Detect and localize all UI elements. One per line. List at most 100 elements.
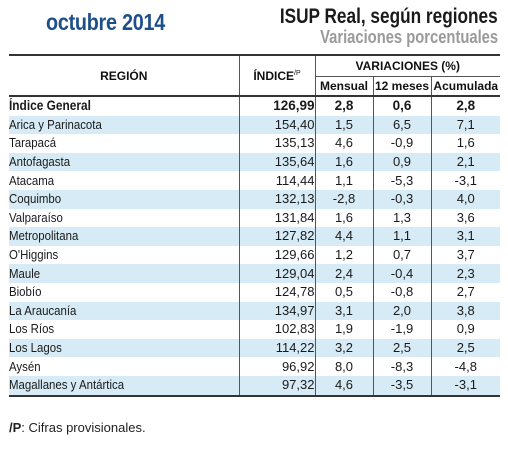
header-variations: VARIACIONES (%) bbox=[315, 54, 500, 77]
footnote-mark: /P bbox=[9, 420, 22, 435]
header-12-months: 12 meses bbox=[373, 76, 432, 97]
header-accumulated: Acumulada bbox=[431, 76, 500, 97]
monthly-variation: 1,6 bbox=[315, 152, 374, 172]
accumulated-variation: 2,3 bbox=[431, 264, 500, 283]
region-label: Arica y Parinacota bbox=[9, 116, 102, 132]
index-value: 135,64 bbox=[239, 152, 316, 172]
twelve-month-variation: 2,5 bbox=[373, 338, 432, 358]
region-name: Atacama bbox=[9, 171, 240, 190]
table-row: Biobío 124,78 0,5 -0,8 2,7 bbox=[9, 282, 500, 302]
index-value: 124,78 bbox=[239, 282, 316, 302]
index-value: 114,44 bbox=[239, 171, 316, 190]
accumulated-variation: 2,8 bbox=[456, 98, 476, 114]
region-label: Los Lagos bbox=[9, 340, 62, 356]
accumulated-variation: 2,7 bbox=[456, 284, 475, 300]
table-row: Coquimbo 132,13 -2,8 -0,3 4,0 bbox=[9, 189, 500, 209]
table-row: Los Ríos 102,83 1,9 -1,9 0,9 bbox=[9, 320, 500, 339]
region-label: Coquimbo bbox=[9, 191, 62, 207]
twelve-month-variation: 0,9 bbox=[373, 152, 432, 172]
accumulated-variation: -4,8 bbox=[454, 358, 477, 374]
header-monthly: Mensual bbox=[315, 76, 374, 97]
region-label: Atacama bbox=[9, 172, 55, 188]
monthly-variation: 2,8 bbox=[315, 96, 374, 116]
index-value: 126,99 bbox=[239, 96, 316, 116]
region-name: Metropolitana bbox=[9, 227, 240, 246]
twelve-month-variation: -0,9 bbox=[373, 134, 432, 153]
index-value: 129,04 bbox=[239, 264, 316, 283]
table-row: Maule 129,04 2,4 -0,4 2,3 bbox=[9, 264, 500, 283]
isup-table: REGIÓN ÍNDICE/P VARIACIONES (%) Mensual … bbox=[9, 54, 500, 397]
region-name: Aysén bbox=[9, 357, 240, 376]
report-subtitle: Variaciones porcentuales bbox=[319, 27, 498, 47]
region-label: Valparaíso bbox=[9, 209, 63, 225]
table-row: Metropolitana 127,82 4,4 1,1 3,1 bbox=[9, 227, 500, 246]
accumulated-variation: -3,1 bbox=[454, 172, 477, 188]
monthly-variation: 3,1 bbox=[315, 301, 374, 321]
index-value: 131,84 bbox=[239, 208, 316, 228]
region-label: La Araucanía bbox=[9, 302, 77, 318]
report-month: octubre 2014 bbox=[46, 9, 165, 35]
header-region: REGIÓN bbox=[9, 54, 240, 97]
accumulated-variation: 0,9 bbox=[456, 321, 475, 337]
region-label: Los Ríos bbox=[9, 321, 55, 337]
table-row: La Araucanía 134,97 3,1 2,0 3,8 bbox=[9, 301, 500, 321]
accumulated-variation: -3,1 bbox=[431, 375, 500, 397]
monthly-variation: 4,6 bbox=[315, 134, 374, 153]
footnote: /P: Cifras provisionales. bbox=[9, 420, 146, 435]
twelve-month-variation: -1,9 bbox=[373, 320, 432, 339]
region-name: Coquimbo bbox=[9, 189, 240, 209]
region-name: Los Ríos bbox=[9, 320, 240, 339]
twelve-month-variation: 0,6 bbox=[373, 96, 432, 116]
region-label: Antofagasta bbox=[9, 154, 71, 170]
report-title: ISUP Real, según regiones bbox=[280, 5, 498, 28]
monthly-variation: 1,1 bbox=[315, 171, 374, 190]
table-row: Arica y Parinacota 154,40 1,5 6,5 7,1 bbox=[9, 115, 500, 135]
monthly-variation: 1,6 bbox=[315, 208, 374, 228]
monthly-variation: 1,2 bbox=[315, 245, 374, 265]
footnote-text: : Cifras provisionales. bbox=[21, 420, 146, 435]
accumulated-variation: 4,0 bbox=[431, 189, 500, 209]
region-label: Magallanes y Antártica bbox=[9, 377, 125, 393]
region-label: Aysén bbox=[9, 358, 41, 374]
twelve-month-variation: 2,0 bbox=[373, 301, 432, 321]
index-value: 97,32 bbox=[239, 375, 316, 397]
index-value: 154,40 bbox=[239, 115, 316, 135]
region-name: Índice General bbox=[9, 96, 240, 116]
twelve-month-variation: 6,5 bbox=[373, 115, 432, 135]
region-name: Biobío bbox=[9, 282, 240, 302]
monthly-variation: 3,2 bbox=[315, 338, 374, 358]
index-value: 135,13 bbox=[239, 134, 316, 153]
table-body: Índice General 126,99 2,8 0,6 2,8 Arica y Par… bbox=[9, 96, 500, 397]
accumulated-variation: 2,1 bbox=[431, 152, 500, 172]
region-label: Biobío bbox=[9, 284, 42, 300]
index-value: 114,22 bbox=[239, 338, 316, 358]
index-value: 127,82 bbox=[239, 227, 316, 246]
accumulated-variation: 3,6 bbox=[456, 209, 475, 225]
table-row: Los Lagos 114,22 3,2 2,5 2,5 bbox=[9, 338, 500, 358]
accumulated-variation: 2,5 bbox=[431, 338, 500, 358]
twelve-month-variation: -0,3 bbox=[373, 189, 432, 209]
twelve-month-variation: 1,3 bbox=[373, 208, 432, 228]
twelve-month-variation: -3,5 bbox=[373, 375, 432, 397]
region-label: Maule bbox=[9, 265, 41, 281]
header-index: ÍNDICE/P bbox=[239, 54, 316, 97]
accumulated-variation: 1,6 bbox=[456, 135, 475, 151]
monthly-variation: -2,8 bbox=[315, 189, 374, 209]
table-row: Aysén 96,92 8,0 -8,3 -4,8 bbox=[9, 357, 500, 376]
table-row: Atacama 114,44 1,1 -5,3 -3,1 bbox=[9, 171, 500, 190]
region-label: Índice General bbox=[9, 98, 91, 114]
region-name: O'Higgins bbox=[9, 245, 240, 265]
header-index-superscript: /P bbox=[294, 69, 301, 77]
accumulated-variation: 3,7 bbox=[456, 247, 475, 263]
region-name: Los Lagos bbox=[9, 338, 240, 358]
region-name: Maule bbox=[9, 264, 240, 283]
region-label: O'Higgins bbox=[9, 247, 59, 263]
region-name: Magallanes y Antártica bbox=[9, 375, 240, 397]
region-name: La Araucanía bbox=[9, 301, 240, 321]
twelve-month-variation: 1,1 bbox=[373, 227, 432, 246]
index-value: 102,83 bbox=[239, 320, 316, 339]
table-row: Antofagasta 135,64 1,6 0,9 2,1 bbox=[9, 152, 500, 172]
region-name: Tarapacá bbox=[9, 134, 240, 153]
accumulated-variation: 7,1 bbox=[431, 115, 500, 135]
accumulated-variation: 3,1 bbox=[431, 227, 500, 246]
